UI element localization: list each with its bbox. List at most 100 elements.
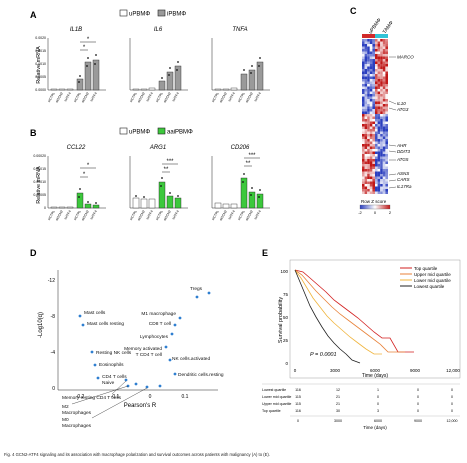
heatmap-cell <box>380 56 383 59</box>
heatmap-cell <box>377 169 381 172</box>
heatmap-cell <box>367 96 370 99</box>
heatmap-cell <box>372 174 375 177</box>
heatmap-cell <box>380 131 383 134</box>
heatmap-cell <box>385 84 388 87</box>
heatmap-cell <box>377 181 381 184</box>
d-label-macro2: Macrophages <box>62 423 92 429</box>
heatmap-cell <box>385 131 388 134</box>
heatmap-cell <box>362 141 365 144</box>
heatmap-cell <box>380 166 383 169</box>
heatmap-cell <box>364 161 368 164</box>
heatmap-cell <box>385 111 388 114</box>
heatmap-cell <box>367 144 370 147</box>
heatmap-cell <box>367 46 370 49</box>
heatmap-cell <box>364 144 368 147</box>
heatmap-cell <box>372 146 375 149</box>
heatmap-cell <box>382 69 386 72</box>
x-label: siGCN2 <box>219 209 228 221</box>
heatmap-cell <box>375 91 378 94</box>
heatmap-cell <box>382 94 386 97</box>
heatmap-cell <box>372 109 375 112</box>
heatmap-cell <box>377 39 381 42</box>
heatmap-cell <box>367 176 370 179</box>
heatmap-cell <box>375 191 378 194</box>
heatmap-cell <box>367 81 370 84</box>
heatmap-cell <box>364 96 368 99</box>
heatmap-cell <box>369 74 373 77</box>
heatmap-cell <box>377 106 381 109</box>
heatmap-cell <box>367 189 370 192</box>
heatmap-cell <box>364 134 368 137</box>
heatmap-cell <box>364 189 368 192</box>
heatmap-cell <box>364 44 368 47</box>
heatmap-cell <box>364 126 368 129</box>
e-x-tick: 3000 <box>330 368 341 373</box>
heatmap-cell <box>367 131 370 134</box>
heatmap-cell <box>369 56 373 59</box>
heatmap-cell <box>367 159 370 162</box>
x-label: siCTRL <box>155 91 164 103</box>
heatmap-cell <box>375 39 378 42</box>
heatmap-cell <box>375 99 378 102</box>
heatmap-cell <box>377 121 381 124</box>
heatmap-cell <box>380 164 383 167</box>
heatmap-cell <box>367 44 370 47</box>
heatmap-cell <box>377 141 381 144</box>
heatmap-cell <box>380 136 383 139</box>
heatmap-cell <box>362 46 365 49</box>
heatmap-cell <box>362 134 365 137</box>
e-legend-item: Upper mid quartile <box>414 272 451 277</box>
heatmap-cell <box>375 106 378 109</box>
panel-label-b: B <box>30 128 37 138</box>
heatmap-cell <box>385 129 388 132</box>
heatmap-cell <box>364 181 368 184</box>
heatmap-cell <box>380 161 383 164</box>
heatmap-cell <box>369 159 373 162</box>
gene-label: CARS <box>397 177 410 182</box>
heatmap-cell <box>364 149 368 152</box>
heatmap-cell <box>377 171 381 174</box>
heatmap-cell <box>369 96 373 99</box>
heatmap-cell <box>377 44 381 47</box>
risk-row-name: Top quartile <box>262 409 281 413</box>
heatmap-cell <box>375 81 378 84</box>
heatmap-cell <box>372 139 375 142</box>
heatmap-cell <box>380 69 383 72</box>
heatmap-cell <box>385 54 388 57</box>
heatmap-cell <box>382 71 386 74</box>
heatmap-cell <box>362 76 365 79</box>
panel-label-c: C <box>350 6 357 16</box>
heatmap-cell <box>377 139 381 142</box>
heatmap-cell <box>377 166 381 169</box>
heatmap-cell <box>372 106 375 109</box>
heatmap-cell <box>372 141 375 144</box>
heatmap-cell <box>377 186 381 189</box>
heatmap-cell <box>377 119 381 122</box>
heatmap-cell <box>367 86 370 89</box>
heatmap-cell <box>375 76 378 79</box>
heatmap-cell <box>369 149 373 152</box>
heatmap-cell <box>377 59 381 62</box>
heatmap-cell <box>385 124 388 127</box>
heatmap-cell <box>385 191 388 194</box>
heatmap-cell <box>375 179 378 182</box>
a-tick: 0.0000 <box>35 88 46 92</box>
heatmap-cell <box>364 131 368 134</box>
legend-a-label-i: iPBMΦ <box>167 12 186 18</box>
heatmap-cell <box>382 189 386 192</box>
x-label: siGCN2 <box>163 91 172 103</box>
heatmap-cell <box>372 84 375 87</box>
heatmap-cell <box>369 129 373 132</box>
heatmap-cell <box>385 56 388 59</box>
heatmap-cell <box>382 64 386 67</box>
heatmap-cell <box>367 174 370 177</box>
heatmap-cell <box>367 64 370 67</box>
heatmap-cell <box>362 181 365 184</box>
heatmap-cell <box>377 41 381 44</box>
heatmap-cell <box>380 99 383 102</box>
heatmap-cell <box>362 69 365 72</box>
heatmap-cell <box>369 174 373 177</box>
subplot-arg1: ARG1 *** ** siCTRL siGCN2 siATF4 siCTRL … <box>129 145 188 221</box>
heatmap-cell <box>372 154 375 157</box>
heatmap-cell <box>362 186 365 189</box>
